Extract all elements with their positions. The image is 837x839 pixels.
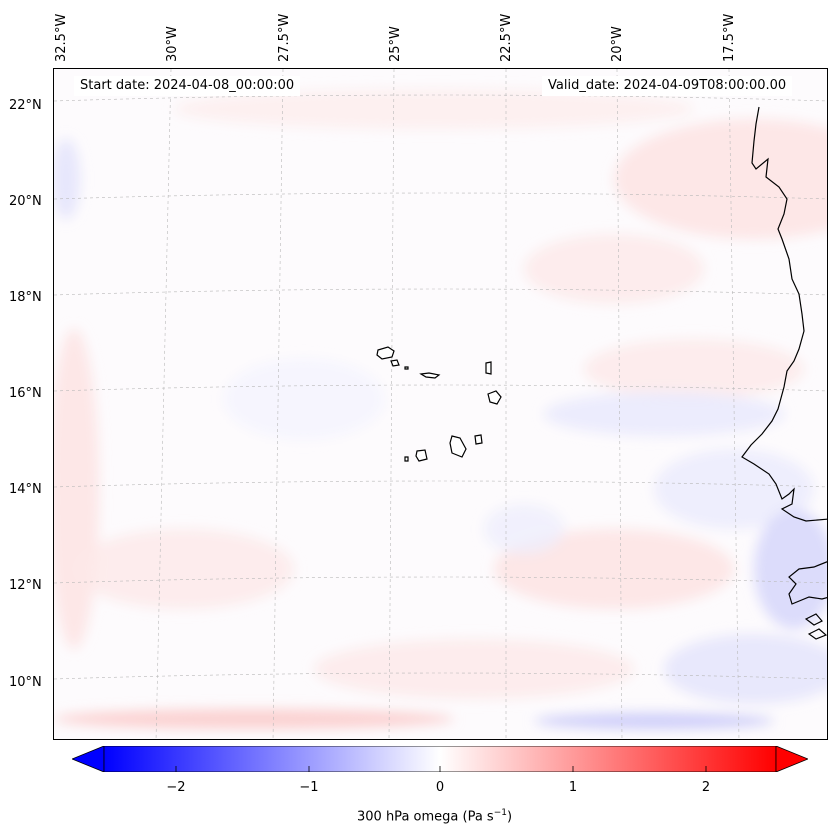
lat-label-16n: 16°N: [9, 386, 42, 401]
lon-label-32-5w: 32.5°W: [54, 13, 69, 62]
lat-label-18n: 18°N: [9, 290, 42, 305]
colorbar-tick-0: 0: [435, 780, 445, 795]
colorbar-max-extend: [775, 746, 808, 772]
valid-date-label: Valid_date: 2024-04-09T08:00:00.00: [542, 76, 793, 96]
omega-contours: [54, 89, 827, 729]
colorbar-label-exp: −1: [493, 808, 507, 818]
colorbar-label: 300 hPa omega (Pa s−1): [357, 808, 512, 824]
island-fogo: [415, 449, 428, 462]
colorbar-label-text: 300 hPa omega (Pa s: [357, 809, 494, 825]
lon-label-17-5w: 17.5°W: [722, 13, 737, 62]
gridlines: [54, 69, 827, 739]
lat-label-14n: 14°N: [9, 482, 42, 497]
island-sao-nicolau: [419, 372, 441, 379]
colorbar-label-close: ): [506, 809, 513, 825]
island-maio: [474, 434, 483, 445]
colorbar-tick-1: 1: [568, 780, 578, 795]
bissau-islands: [804, 613, 827, 640]
lon-label-20w: 20°W: [610, 26, 625, 62]
island-santiago: [449, 435, 467, 458]
map-panel[interactable]: Start date: 2024-04-08_00:00:00 Valid_da…: [53, 68, 828, 740]
coastlines: [741, 106, 827, 640]
island-brava: [404, 456, 409, 462]
lat-label-10n: 10°N: [9, 675, 42, 690]
island-santo-antao: [376, 346, 395, 360]
island-sal: [485, 361, 492, 375]
lat-label-22n: 22°N: [9, 98, 42, 113]
lon-label-25w: 25°W: [388, 26, 403, 62]
lon-label-22-5w: 22.5°W: [499, 13, 514, 62]
colorbar: [72, 746, 808, 772]
lon-label-27-5w: 27.5°W: [277, 13, 292, 62]
africa-coastline: [741, 106, 827, 522]
colorbar-tick-neg1: −1: [299, 780, 319, 795]
island-santa-luzia: [404, 366, 409, 370]
lat-label-20n: 20°N: [9, 194, 42, 209]
island-boa-vista: [487, 390, 502, 405]
cape-verde-islands: [376, 346, 502, 462]
lat-label-12n: 12°N: [9, 578, 42, 593]
island-sao-vicente: [390, 359, 400, 367]
colorbar-min-extend: [72, 746, 105, 772]
lon-label-30w: 30°W: [165, 26, 180, 62]
omega-field-map: [54, 69, 827, 739]
colorbar-tick-2: 2: [701, 780, 711, 795]
start-date-label: Start date: 2024-04-08_00:00:00: [74, 76, 301, 96]
africa-coastline-south: [788, 561, 827, 605]
colorbar-tick-neg2: −2: [166, 780, 186, 795]
